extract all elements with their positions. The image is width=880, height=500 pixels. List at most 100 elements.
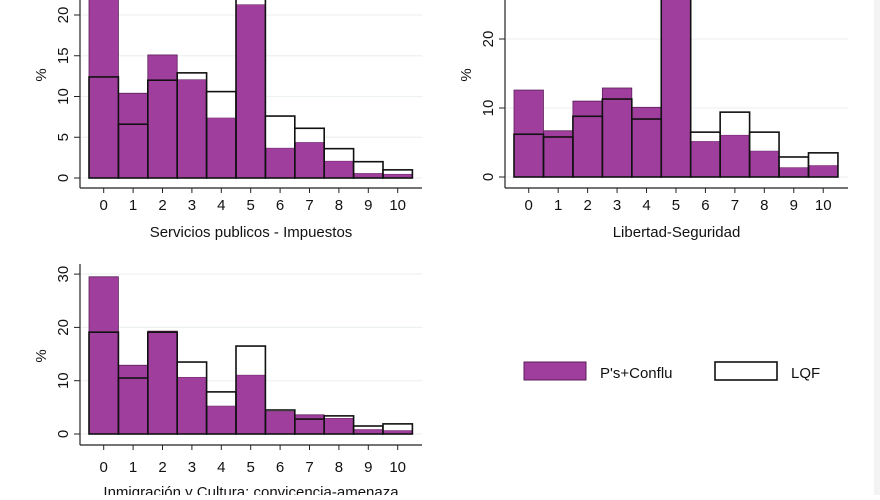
bar-ps-conflu-5 xyxy=(660,0,692,178)
x-tick-label: 8 xyxy=(335,197,343,214)
x-tick-label: 9 xyxy=(364,197,372,214)
panel-inmigracion-cultura: 0 10 20 30 0 1 2 3 4 5 6 7 8 9 10% Inmigración y Cultur… xyxy=(33,264,423,500)
x-tick-label: 0 xyxy=(100,197,108,214)
x-tick-label: 2 xyxy=(583,197,591,214)
bar-ps-conflu-3 xyxy=(176,78,207,179)
legend-label-lqf: LQF xyxy=(791,365,820,382)
bar-ps-conflu-2 xyxy=(572,100,603,178)
y-tick-label: 10 xyxy=(55,372,72,389)
bar-lqf-excess-8 xyxy=(324,415,353,419)
bar-ps-conflu-8 xyxy=(323,417,355,435)
y-tick-label: 20 xyxy=(55,319,72,336)
y-tick-label: 15 xyxy=(55,47,72,64)
x-tick-label: 0 xyxy=(525,197,533,214)
legend-swatch-ps-conflu xyxy=(523,361,587,381)
x-tick-label: 7 xyxy=(305,197,313,214)
y-tick-label: 10 xyxy=(480,100,497,117)
x-axis-title: Servicios publicos - Impuestos xyxy=(150,224,353,241)
x-tick-label: 7 xyxy=(305,459,313,476)
y-tick-label: 0 xyxy=(55,174,72,182)
x-axis-title: Inmigración y Cultura: convicencia-amena… xyxy=(103,484,399,495)
bar-ps-conflu-1 xyxy=(118,92,149,179)
bar-ps-conflu-3 xyxy=(176,376,207,435)
x-tick-label: 3 xyxy=(613,197,621,214)
bar-ps-conflu-6 xyxy=(264,147,296,179)
y-axis-label: % xyxy=(458,68,475,81)
x-tick-label: 9 xyxy=(790,197,798,214)
bar-ps-conflu-6 xyxy=(690,140,721,178)
y-axis-label: % xyxy=(33,349,50,362)
bar-lqf-excess-7 xyxy=(295,128,324,143)
bar-ps-conflu-1 xyxy=(543,130,574,178)
bar-ps-conflu-9 xyxy=(778,166,809,178)
bar-ps-conflu-2 xyxy=(147,54,178,179)
bar-lqf-5 xyxy=(235,345,267,435)
x-tick-label: 9 xyxy=(364,459,372,476)
bar-lqf-8 xyxy=(323,415,355,435)
bar-ps-conflu-2 xyxy=(147,330,178,435)
bar-lqf-5 xyxy=(235,0,267,179)
right-edge-strip xyxy=(874,0,880,495)
bar-lqf-10 xyxy=(807,152,839,178)
bar-ps-conflu-8 xyxy=(749,150,780,178)
panel-servicios-impuestos: 0 5 10 15 20 0 1 2 3 4 5 6 7 8 9 10% Servicios publicos … xyxy=(33,0,423,241)
bar-ps-conflu-5 xyxy=(235,4,266,179)
x-tick-label: 8 xyxy=(335,459,343,476)
x-tick-label: 6 xyxy=(276,459,284,476)
x-tick-label: 3 xyxy=(188,197,196,214)
x-tick-label: 4 xyxy=(642,197,650,214)
bar-lqf-excess-7 xyxy=(720,112,749,135)
x-tick-label: 1 xyxy=(129,459,137,476)
x-axis-title: Libertad-Seguridad xyxy=(613,224,741,241)
y-tick-label: 10 xyxy=(55,88,72,105)
bar-ps-conflu-4 xyxy=(206,405,237,435)
x-tick-label: 5 xyxy=(247,459,255,476)
bar-ps-conflu-7 xyxy=(719,134,751,178)
x-tick-label: 10 xyxy=(815,197,832,214)
y-tick-label: 20 xyxy=(55,7,72,24)
x-tick-label: 4 xyxy=(217,459,225,476)
bar-ps-conflu-10 xyxy=(808,164,839,178)
x-tick-label: 10 xyxy=(389,197,406,214)
x-tick-label: 1 xyxy=(554,197,562,214)
x-tick-label: 0 xyxy=(100,459,108,476)
y-tick-label: 0 xyxy=(480,173,497,181)
bar-ps-conflu-7 xyxy=(294,141,325,179)
bar-lqf-8 xyxy=(748,131,780,178)
panel-libertad-seguridad: 0 10 20 0 1 2 3 4 5 6 7 8 9 10% Libertad-Seguridad xyxy=(458,0,848,241)
bar-lqf-excess-10 xyxy=(383,169,412,174)
x-tick-label: 6 xyxy=(276,197,284,214)
bar-ps-conflu-0 xyxy=(88,276,119,435)
x-tick-label: 2 xyxy=(158,459,166,476)
bar-lqf-excess-5 xyxy=(236,346,265,375)
bar-lqf-excess-8 xyxy=(750,132,779,151)
bar-ps-conflu-4 xyxy=(206,117,237,179)
bar-ps-conflu-1 xyxy=(118,364,149,435)
y-axis-label: % xyxy=(33,68,50,81)
bar-lqf-excess-5 xyxy=(236,0,265,5)
x-tick-label: 3 xyxy=(188,459,196,476)
legend-swatch-lqf xyxy=(714,361,778,381)
bar-lqf-excess-6 xyxy=(266,116,295,148)
bar-lqf-excess-4 xyxy=(207,391,236,406)
x-tick-label: 6 xyxy=(701,197,709,214)
x-tick-label: 8 xyxy=(760,197,768,214)
bar-lqf-10 xyxy=(382,423,414,435)
bar-lqf-excess-10 xyxy=(809,152,838,166)
y-tick-label: 5 xyxy=(55,133,72,141)
bar-lqf-excess-9 xyxy=(354,161,383,174)
y-tick-label: 0 xyxy=(55,430,72,438)
bar-lqf-excess-3 xyxy=(177,362,206,377)
bar-ps-conflu-3 xyxy=(601,87,633,178)
bar-ps-conflu-6 xyxy=(264,410,296,435)
bar-ps-conflu-4 xyxy=(631,106,662,178)
x-tick-label: 4 xyxy=(217,197,225,214)
bar-lqf-excess-3 xyxy=(177,72,206,80)
bar-lqf-excess-9 xyxy=(354,426,383,430)
bar-lqf-excess-6 xyxy=(691,132,720,142)
x-tick-label: 10 xyxy=(389,459,406,476)
bar-ps-conflu-5 xyxy=(235,374,266,435)
legend-label-ps-conflu: P's+Conflu xyxy=(600,365,673,382)
